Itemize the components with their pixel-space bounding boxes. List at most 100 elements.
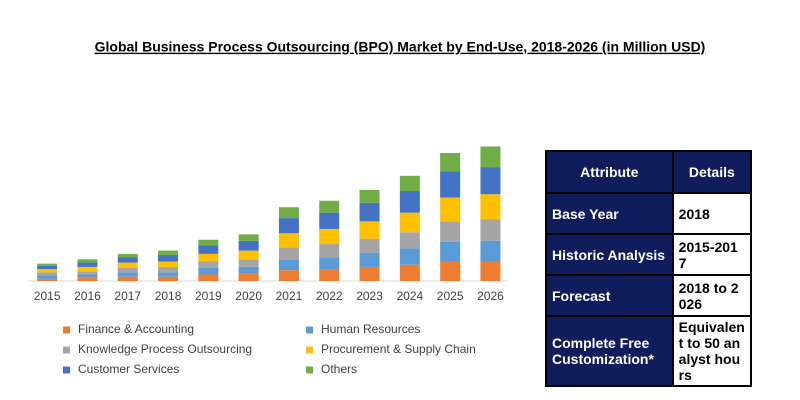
chart-title: Global Business Process Outsourcing (BPO… [95, 39, 706, 55]
bar-segment [359, 189, 380, 203]
bar-segment [238, 240, 259, 251]
x-tick-label: 2016 [74, 289, 101, 303]
legend-label: Customer Services [78, 362, 179, 376]
legend-label: Finance & Accounting [78, 322, 194, 336]
bar-segment [37, 272, 58, 276]
bar-segment [440, 241, 461, 262]
x-tick-label: 2015 [34, 289, 61, 303]
bar-segment [480, 167, 501, 195]
bar-segment [480, 194, 501, 220]
legend-swatch [63, 326, 70, 334]
bar-segment [480, 146, 501, 168]
bar-segment [319, 200, 340, 213]
legend-label: Procurement & Supply Chain [321, 342, 476, 356]
key-cell: Historic Analysis [545, 233, 674, 276]
value-cell: Equivalent to 50 analyst hours [671, 315, 753, 387]
x-tick-label: 2019 [195, 289, 222, 303]
bar-segment [319, 257, 340, 270]
bar-segment [359, 252, 380, 267]
bar-segment [77, 274, 98, 278]
bar-segment [198, 239, 219, 246]
bar-segment [158, 276, 179, 281]
bar-segment [440, 153, 461, 172]
legend-swatch [306, 366, 313, 374]
bar-segment [278, 233, 299, 248]
legend-swatch [306, 346, 313, 354]
x-tick-label: 2023 [356, 289, 383, 303]
legend-label: Others [321, 362, 357, 376]
x-tick-label: 2025 [437, 289, 464, 303]
legend-label: Knowledge Process Outsourcing [78, 342, 252, 356]
bar-segment [117, 257, 138, 263]
key-cell: Base Year [545, 192, 674, 235]
bar-segment [198, 261, 219, 268]
legend-swatch [306, 326, 313, 334]
bar-segment [480, 219, 501, 241]
header-cell: Attribute [545, 150, 674, 194]
bar-segment [319, 212, 340, 229]
bar-segment [278, 270, 299, 281]
table-row: Historic Analysis 2015-2017 [545, 233, 753, 276]
legend-swatch [63, 366, 70, 374]
x-tick-label: 2018 [155, 289, 182, 303]
bar-segment [77, 266, 98, 272]
bar-segment [399, 248, 420, 265]
bar-segment [37, 263, 58, 266]
x-tick-label: 2022 [316, 289, 343, 303]
bar-segment [77, 262, 98, 267]
bar-segment [480, 261, 501, 281]
header-cell: Details [671, 150, 753, 194]
table-row: Forecast 2018 to 2026 [545, 274, 753, 317]
bar-segment [440, 261, 461, 281]
bar-segment [238, 266, 259, 274]
bar-segment [158, 261, 179, 267]
table-header: Attribute Details [545, 150, 753, 194]
bar-segment [37, 269, 58, 273]
x-tick-label: 2026 [477, 289, 504, 303]
bar-segment [278, 218, 299, 234]
value-cell: 2018 [671, 192, 753, 235]
bar-segment [238, 259, 259, 267]
bar-segment [440, 221, 461, 242]
bar-segment [319, 228, 340, 245]
bar-segment [77, 271, 98, 275]
bar-segment [278, 247, 299, 260]
bar-segment [198, 245, 219, 254]
x-tick-label: 2024 [396, 289, 423, 303]
bar-segment [117, 276, 138, 281]
bar-segment [37, 265, 58, 270]
bar-segment [278, 259, 299, 271]
info-table: Attribute Details Base Year 2018 Historic… [545, 150, 753, 387]
bar-segment [198, 267, 219, 275]
bar-segment [37, 275, 58, 279]
bar-segment [158, 272, 179, 277]
legend-swatch [63, 346, 70, 354]
bar-segment [359, 238, 380, 253]
x-tick-label: 2017 [114, 289, 141, 303]
legend-label: Human Resources [321, 322, 420, 336]
bar-segment [238, 250, 259, 260]
table-row: Complete Free Customization* Equivalent t… [545, 315, 753, 387]
bar-segment [359, 202, 380, 222]
bar-segment [440, 197, 461, 222]
bar-segment [359, 266, 380, 281]
bar-segment [399, 190, 420, 213]
bar-segment [77, 277, 98, 281]
value-cell: 2015-2017 [671, 233, 753, 276]
x-tick-label: 2020 [235, 289, 262, 303]
bar-segment [399, 175, 420, 191]
bar-segment [37, 278, 58, 281]
bar-segment [198, 274, 219, 281]
bar-segment [399, 212, 420, 233]
bar-segment [238, 234, 259, 241]
key-cell: Complete Free Customization* [545, 315, 674, 387]
bar-segment [319, 244, 340, 258]
bar-segment [117, 262, 138, 268]
bar-segment [238, 273, 259, 281]
x-tick-label: 2021 [276, 289, 303, 303]
bar-segment [278, 207, 299, 219]
bar-segment [117, 253, 138, 258]
bar-segment [158, 254, 179, 262]
